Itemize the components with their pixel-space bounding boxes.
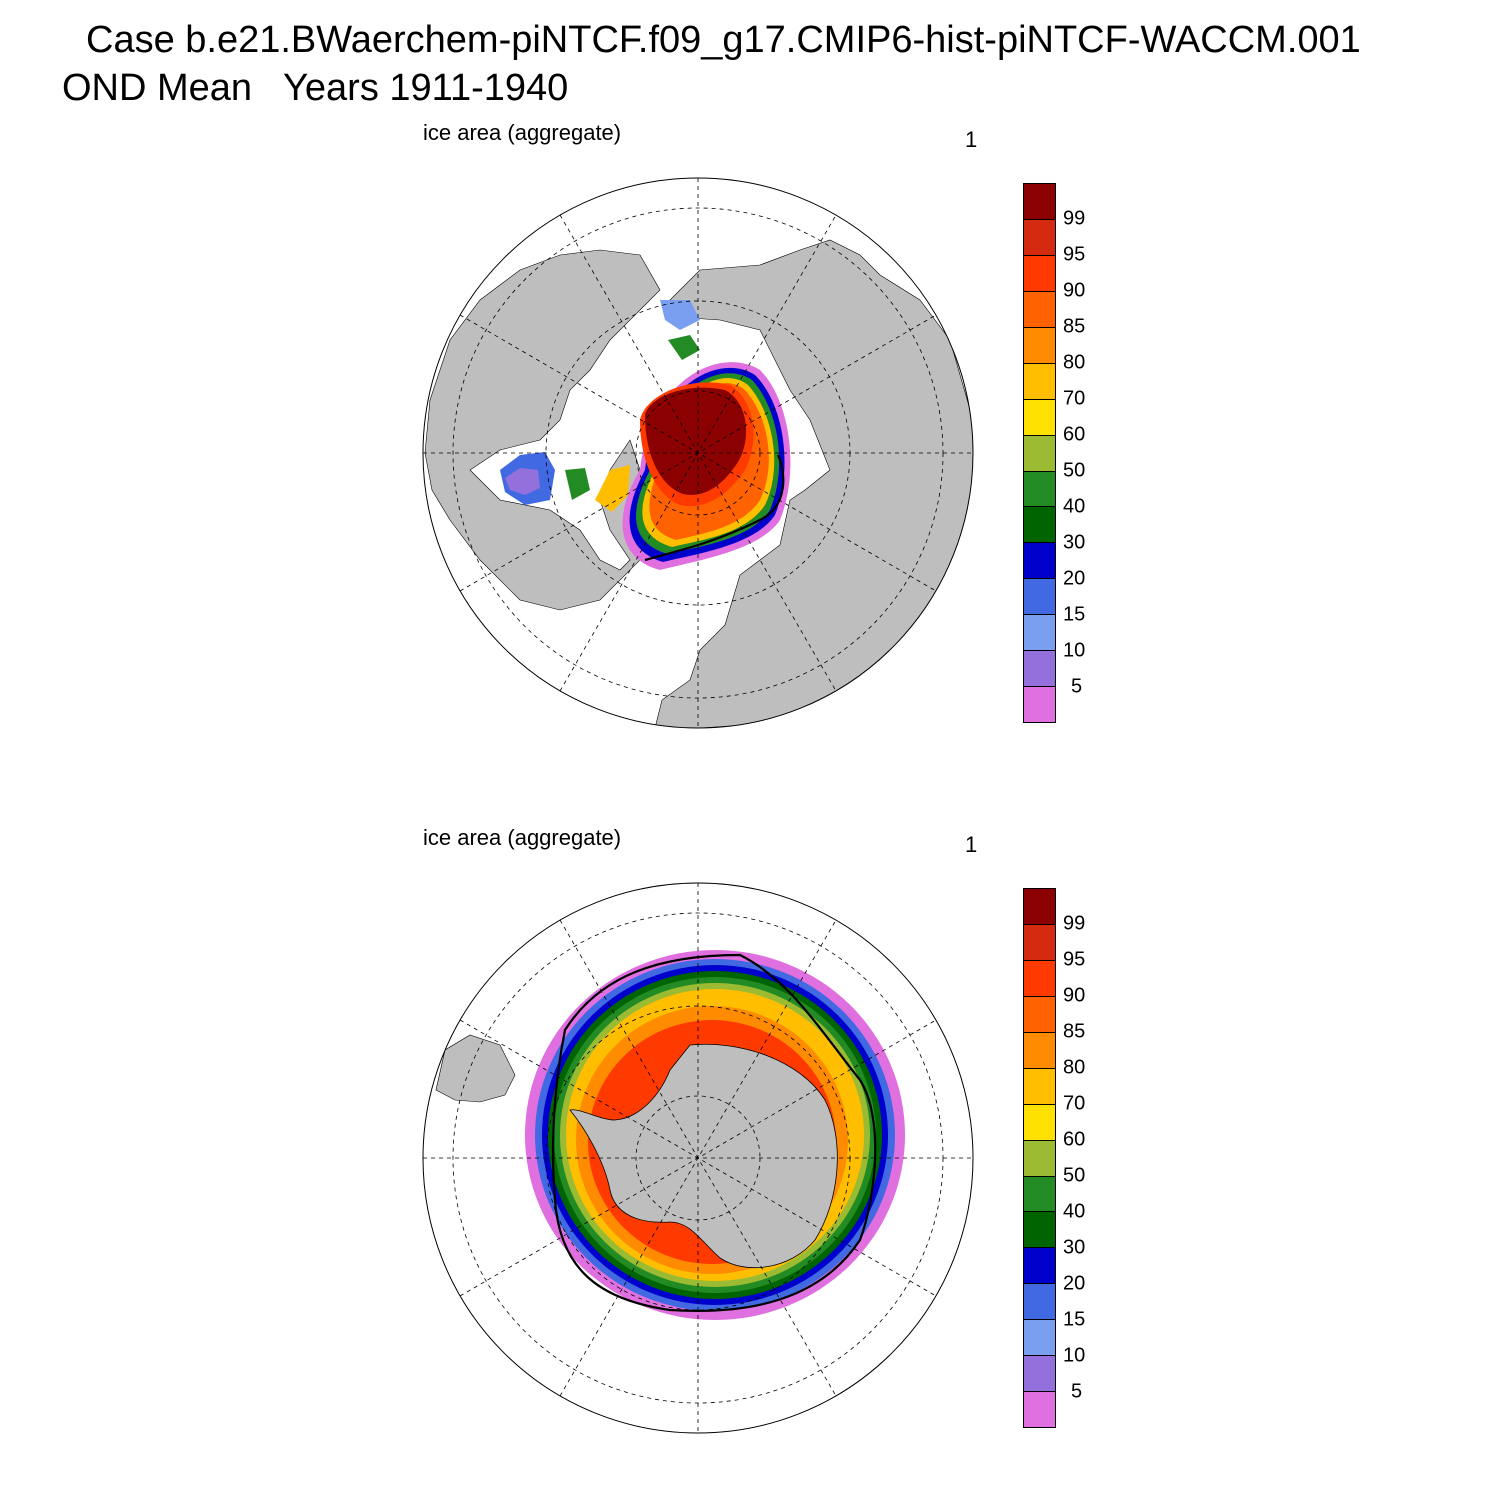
north-ice-hudson-inner bbox=[505, 468, 540, 495]
south-colorbar-label: 10 bbox=[1063, 1344, 1086, 1367]
north-colorbar-label: 40 bbox=[1063, 495, 1086, 518]
north-ice-edge-line bbox=[644, 454, 785, 562]
south-colorbar-label: 15 bbox=[1063, 1308, 1086, 1331]
north-colorbar-swatch bbox=[1024, 507, 1055, 544]
figure-title-line2: OND Mean Years 1911-1940 bbox=[62, 67, 569, 109]
north-colorbar-label: 5 bbox=[1071, 675, 1083, 698]
south-colorbar-label: 40 bbox=[1063, 1200, 1086, 1223]
south-colorbar-swatch bbox=[1024, 960, 1055, 997]
north-colorbar-swatch bbox=[1024, 687, 1055, 723]
south-panel-label: ice area (aggregate) bbox=[423, 825, 622, 850]
south-colorbar-label: 20 bbox=[1063, 1272, 1086, 1295]
south-colorbar-label: 80 bbox=[1063, 1056, 1086, 1079]
south-colorbar-swatch bbox=[1024, 1032, 1055, 1069]
north-colorbar-swatch bbox=[1024, 327, 1055, 364]
south-colorbar-label: 50 bbox=[1063, 1164, 1086, 1187]
north-colorbar-label: 80 bbox=[1063, 351, 1086, 374]
south-colorbar-label: 30 bbox=[1063, 1236, 1086, 1259]
figure-title-line1: Case b.e21.BWaerchem-piNTCF.f09_g17.CMIP… bbox=[86, 19, 1361, 61]
north-colorbar-swatch bbox=[1024, 543, 1055, 580]
north-colorbar-label: 20 bbox=[1063, 567, 1086, 590]
south-colorbar-label: 99 bbox=[1063, 912, 1086, 935]
north-colorbar-label: 30 bbox=[1063, 531, 1086, 554]
south-colorbar-swatch bbox=[1024, 1248, 1055, 1285]
south-colorbar-label: 5 bbox=[1071, 1380, 1083, 1403]
north-colorbar-swatch bbox=[1024, 399, 1055, 436]
north-panel-number: 1 bbox=[965, 127, 978, 152]
north-colorbar-label: 85 bbox=[1063, 315, 1086, 338]
south-panel-number: 1 bbox=[965, 832, 978, 857]
north-ice-bering-green bbox=[668, 335, 700, 360]
north-colorbar-swatch bbox=[1024, 255, 1055, 292]
north-colorbar-swatch bbox=[1024, 615, 1055, 652]
south-polar-map bbox=[423, 883, 973, 1433]
south-colorbar-swatch bbox=[1024, 1068, 1055, 1105]
north-colorbar-swatch bbox=[1024, 579, 1055, 616]
south-colorbar-swatch bbox=[1024, 1356, 1055, 1393]
south-colorbar-swatch bbox=[1024, 996, 1055, 1033]
north-colorbar-swatch bbox=[1024, 219, 1055, 256]
north-colorbar-label: 60 bbox=[1063, 423, 1086, 446]
north-ice-baffin bbox=[595, 465, 630, 512]
north-polar-map bbox=[423, 178, 973, 728]
south-colorbar-swatch bbox=[1024, 1284, 1055, 1321]
south-colorbar-label: 95 bbox=[1063, 948, 1086, 971]
north-colorbar-swatch bbox=[1024, 184, 1055, 220]
north-ice-baffin-green bbox=[565, 468, 590, 500]
north-graticule bbox=[423, 178, 973, 728]
north-colorbar-label: 90 bbox=[1063, 279, 1086, 302]
south-colorbar-swatch bbox=[1024, 1392, 1055, 1428]
north-colorbar-swatch bbox=[1024, 651, 1055, 688]
south-colorbar-swatch bbox=[1024, 1212, 1055, 1249]
north-map-border bbox=[422, 177, 974, 729]
south-colorbar-swatch bbox=[1024, 889, 1055, 925]
south-colorbar-label: 60 bbox=[1063, 1128, 1086, 1151]
north-colorbar: 99 95 90 85 80 70 60 50 40 30 20 15 10 5 bbox=[1023, 183, 1085, 723]
north-panel-label: ice area (aggregate) bbox=[423, 120, 622, 145]
south-colorbar-swatch bbox=[1024, 1140, 1055, 1177]
north-colorbar-swatch bbox=[1024, 363, 1055, 400]
south-colorbar-label: 85 bbox=[1063, 1020, 1086, 1043]
north-colorbar-label: 99 bbox=[1063, 207, 1086, 230]
north-colorbar-label: 15 bbox=[1063, 603, 1086, 626]
south-land-south-america bbox=[435, 1034, 516, 1103]
north-colorbar-label: 50 bbox=[1063, 459, 1086, 482]
north-ice-okhotsk bbox=[660, 300, 700, 330]
south-colorbar-swatch bbox=[1024, 1176, 1055, 1213]
south-colorbar: 99 95 90 85 80 70 60 50 40 30 20 15 10 5 bbox=[1023, 888, 1085, 1428]
north-land-america bbox=[424, 249, 661, 611]
north-colorbar-label: 95 bbox=[1063, 243, 1086, 266]
south-colorbar-label: 70 bbox=[1063, 1092, 1086, 1115]
south-colorbar-swatch bbox=[1024, 1104, 1055, 1141]
south-colorbar-swatch bbox=[1024, 924, 1055, 961]
south-ice-edge-line bbox=[551, 953, 877, 1312]
south-colorbar-label: 90 bbox=[1063, 984, 1086, 1007]
north-colorbar-swatch bbox=[1024, 291, 1055, 328]
north-colorbar-label: 70 bbox=[1063, 387, 1086, 410]
north-ice-band-99 bbox=[645, 387, 747, 495]
south-map-border bbox=[422, 882, 974, 1434]
south-land-antarctica bbox=[569, 1043, 838, 1269]
south-graticule bbox=[423, 883, 973, 1433]
north-colorbar-swatch bbox=[1024, 435, 1055, 472]
south-colorbar-swatch bbox=[1024, 1320, 1055, 1357]
north-colorbar-swatch bbox=[1024, 471, 1055, 508]
north-colorbar-label: 10 bbox=[1063, 639, 1086, 662]
